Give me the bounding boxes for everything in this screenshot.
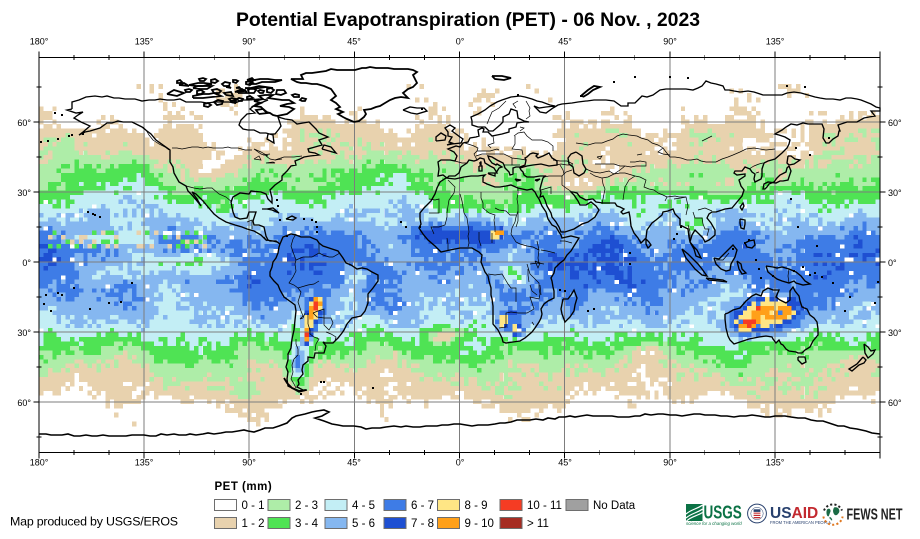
svg-text:No Data: No Data bbox=[593, 500, 636, 512]
svg-text:3 - 4: 3 - 4 bbox=[295, 518, 319, 530]
svg-text:4 - 5: 4 - 5 bbox=[352, 500, 375, 512]
svg-text:45°: 45° bbox=[558, 37, 572, 47]
svg-text:90°: 90° bbox=[663, 37, 677, 47]
svg-text:0°: 0° bbox=[456, 458, 465, 468]
svg-text:FEWS NET: FEWS NET bbox=[847, 505, 904, 522]
svg-text:0°: 0° bbox=[22, 258, 31, 268]
svg-text:Map produced by USGS/EROS: Map produced by USGS/EROS bbox=[10, 515, 178, 529]
svg-text:5 - 6: 5 - 6 bbox=[352, 518, 375, 530]
svg-text:135°: 135° bbox=[135, 458, 154, 468]
svg-text:90°: 90° bbox=[663, 458, 677, 468]
svg-text:30°: 30° bbox=[17, 188, 31, 198]
svg-text:180°: 180° bbox=[30, 458, 49, 468]
svg-text:135°: 135° bbox=[766, 458, 785, 468]
svg-text:30°: 30° bbox=[888, 188, 902, 198]
svg-text:180°: 180° bbox=[30, 37, 49, 47]
svg-text:PET (mm): PET (mm) bbox=[215, 481, 273, 493]
svg-text:10 - 11: 10 - 11 bbox=[527, 500, 562, 512]
svg-text:USAID: USAID bbox=[770, 505, 818, 522]
svg-text:45°: 45° bbox=[347, 37, 361, 47]
svg-text:FROM THE AMERICAN PEOPLE: FROM THE AMERICAN PEOPLE bbox=[770, 520, 832, 525]
svg-text:60°: 60° bbox=[17, 398, 31, 408]
svg-text:45°: 45° bbox=[558, 458, 572, 468]
svg-text:7 - 8: 7 - 8 bbox=[411, 518, 434, 530]
svg-text:science for a changing world: science for a changing world bbox=[686, 521, 742, 526]
svg-text:1 - 2: 1 - 2 bbox=[242, 518, 265, 530]
svg-text:135°: 135° bbox=[766, 37, 785, 47]
svg-text:8 - 9: 8 - 9 bbox=[465, 500, 488, 512]
svg-text:60°: 60° bbox=[888, 118, 902, 128]
svg-text:60°: 60° bbox=[17, 118, 31, 128]
svg-text:USGS: USGS bbox=[704, 503, 742, 524]
svg-text:9 - 10: 9 - 10 bbox=[465, 518, 494, 530]
svg-text:90°: 90° bbox=[242, 37, 256, 47]
svg-text:30°: 30° bbox=[17, 328, 31, 338]
svg-text:2 - 3: 2 - 3 bbox=[295, 500, 318, 512]
svg-text:30°: 30° bbox=[888, 328, 902, 338]
svg-text:45°: 45° bbox=[347, 458, 361, 468]
svg-text:60°: 60° bbox=[888, 398, 902, 408]
svg-text:6 - 7: 6 - 7 bbox=[411, 500, 434, 512]
svg-text:0 - 1: 0 - 1 bbox=[242, 500, 265, 512]
svg-text:90°: 90° bbox=[242, 458, 256, 468]
svg-text:Potential Evapotranspiration (: Potential Evapotranspiration (PET) - 06 … bbox=[236, 9, 700, 31]
svg-text:0°: 0° bbox=[888, 258, 897, 268]
svg-text:0°: 0° bbox=[456, 37, 465, 47]
svg-text:> 11: > 11 bbox=[527, 518, 549, 530]
svg-text:135°: 135° bbox=[135, 37, 154, 47]
